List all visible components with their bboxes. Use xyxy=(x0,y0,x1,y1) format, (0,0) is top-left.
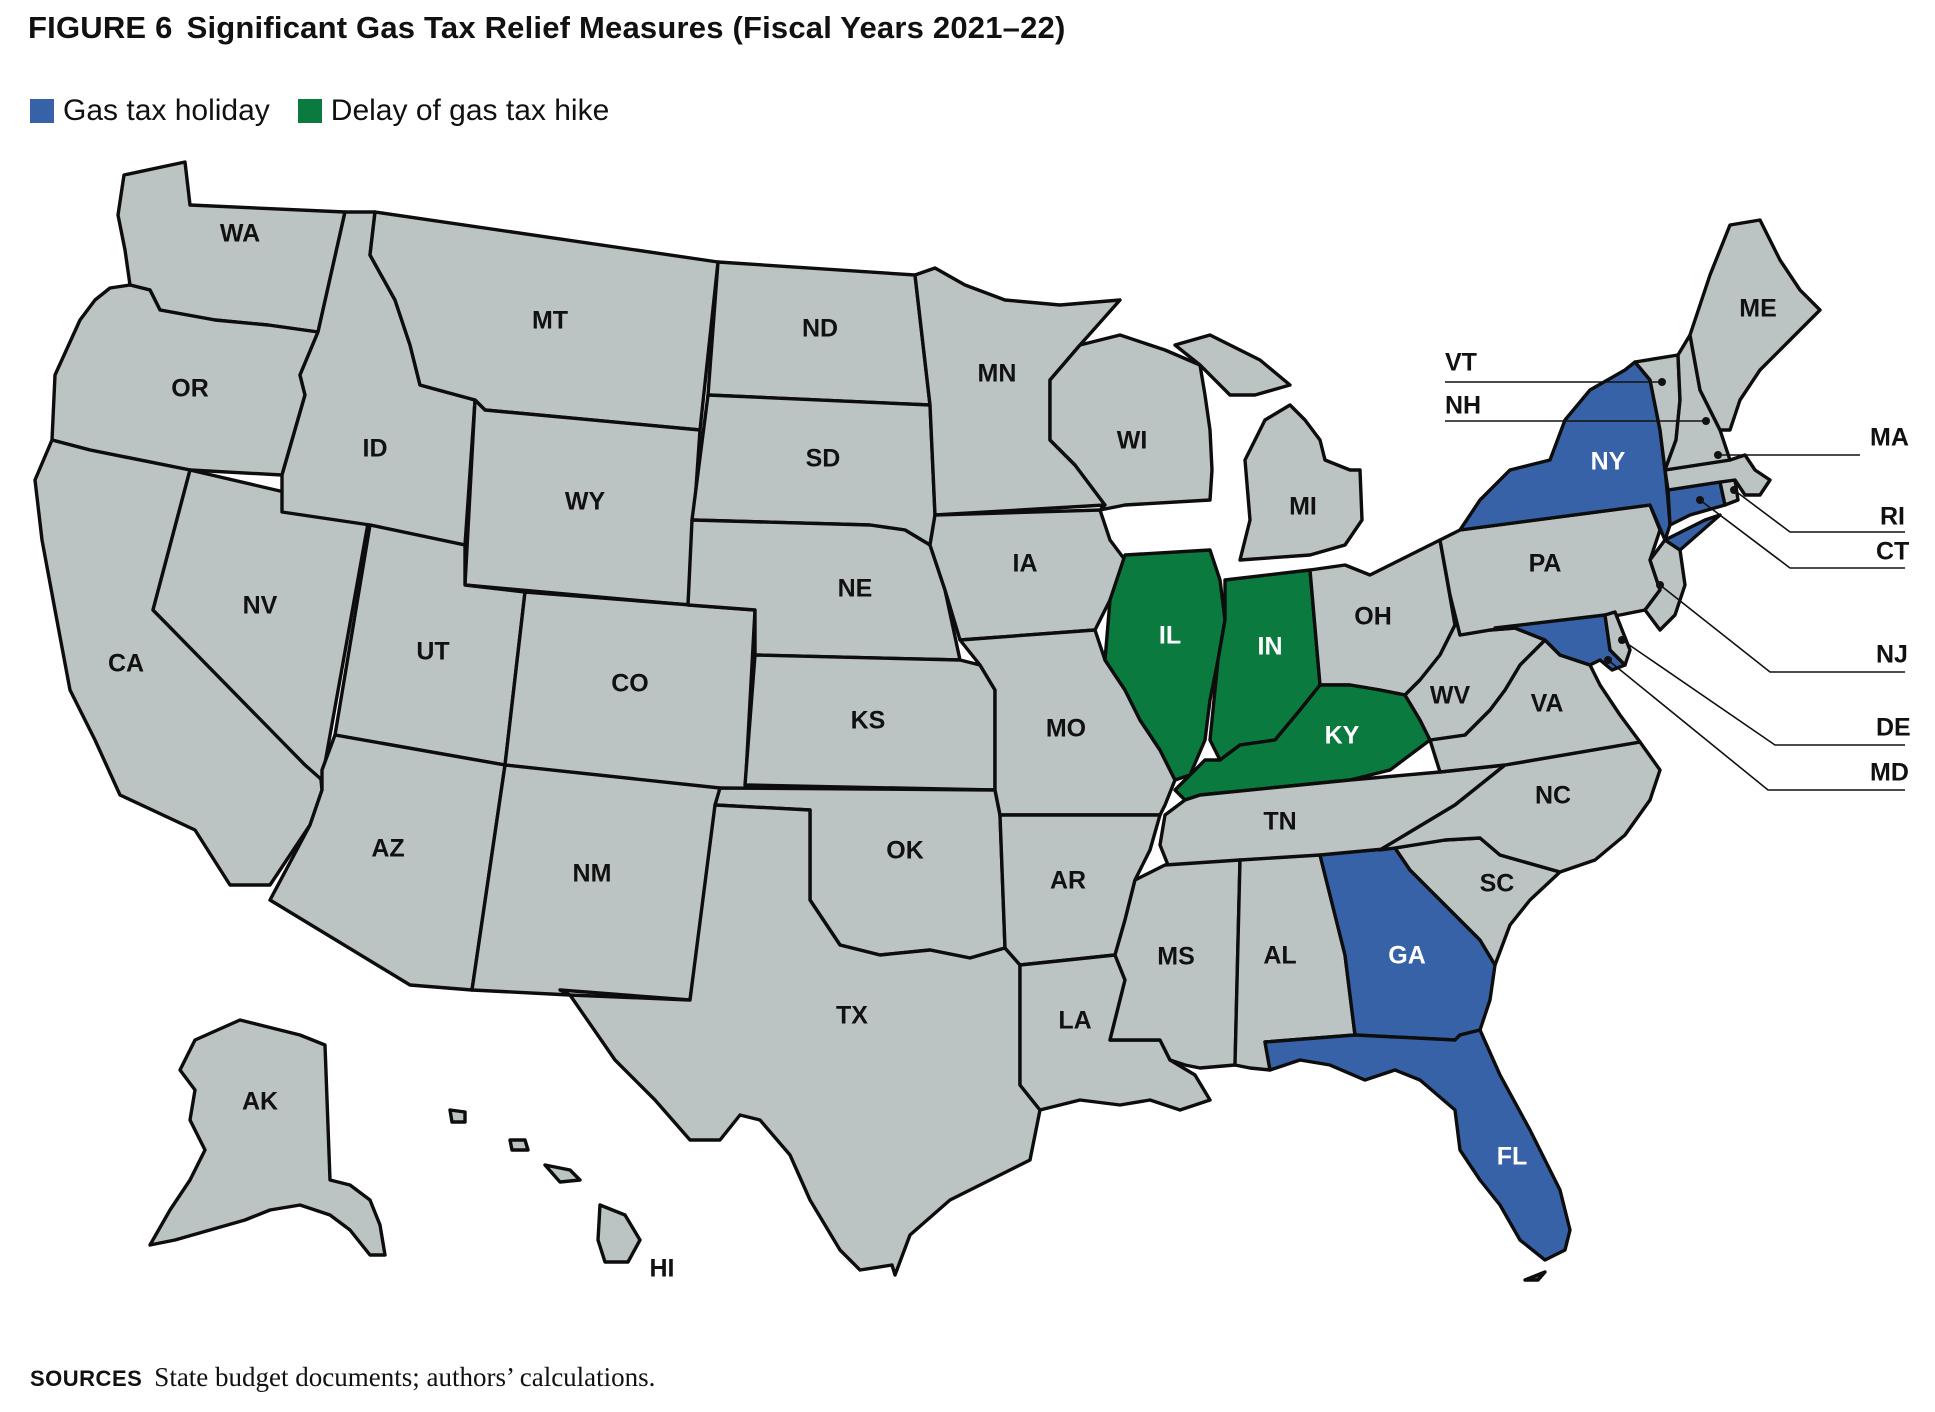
state-nc xyxy=(1378,740,1662,874)
leader-dot-nj xyxy=(1656,581,1664,589)
label-wy: WY xyxy=(565,488,606,516)
state-ak xyxy=(148,1018,387,1257)
leader-line-de xyxy=(1621,639,1905,746)
figure-title-text: Significant Gas Tax Relief Measures (Fis… xyxy=(186,10,1066,45)
label-pa: PA xyxy=(1529,550,1562,578)
label-il: IL xyxy=(1159,622,1181,650)
label-de: DE xyxy=(1876,714,1911,742)
state-ma xyxy=(1663,453,1772,497)
label-or: OR xyxy=(171,375,209,403)
label-ma: MA xyxy=(1870,424,1909,452)
leader-dot-ma xyxy=(1714,451,1722,459)
label-wv: WV xyxy=(1430,682,1471,710)
leader-dots xyxy=(1604,378,1738,664)
label-fl: FL xyxy=(1497,1143,1528,1171)
label-ky: KY xyxy=(1325,722,1360,750)
figure-title: FIGURE 6 Significant Gas Tax Relief Measu… xyxy=(28,10,1065,46)
leader-line-nj xyxy=(1659,584,1905,673)
state-ne xyxy=(686,518,962,662)
label-nm: NM xyxy=(573,860,612,888)
figure-number: FIGURE 6 xyxy=(28,10,173,45)
leader-dot-nh xyxy=(1702,417,1710,425)
state-tx xyxy=(568,803,1042,1277)
label-ok: OK xyxy=(886,837,924,865)
label-nh: NH xyxy=(1445,392,1481,420)
label-wa: WA xyxy=(220,220,260,248)
state-ia xyxy=(928,508,1127,642)
leader-dot-vt xyxy=(1658,378,1666,386)
legend-item-delay-of-gas-tax-hike: Delay of gas tax hike xyxy=(297,94,610,128)
label-mn: MN xyxy=(978,360,1017,388)
label-sd: SD xyxy=(806,445,841,473)
state-fl xyxy=(1263,1028,1572,1282)
leader-line-ct xyxy=(1699,499,1905,569)
state-wi xyxy=(1048,333,1214,512)
state-hi xyxy=(448,1108,642,1264)
label-ri: RI xyxy=(1880,503,1905,531)
state-mt xyxy=(368,210,720,432)
label-ga: GA xyxy=(1388,942,1426,970)
label-ny: NY xyxy=(1591,448,1626,476)
label-hi: HI xyxy=(650,1255,675,1283)
state-labels: WA OR CA ID NV MT WY UT AZ CO NM ND SD N… xyxy=(108,220,1911,1283)
label-in: IN xyxy=(1258,633,1283,661)
label-va: VA xyxy=(1531,690,1564,718)
label-mi: MI xyxy=(1289,493,1317,521)
label-vt: VT xyxy=(1445,349,1477,377)
label-nj: NJ xyxy=(1876,641,1908,669)
label-co: CO xyxy=(611,670,649,698)
state-de xyxy=(1603,610,1632,667)
sources-text: State budget documents; authors’ calcula… xyxy=(154,1362,656,1392)
legend-swatch-gas-tax-holiday xyxy=(30,99,54,123)
legend-swatch-delay-of-gas-tax-hike xyxy=(297,99,322,123)
label-ca: CA xyxy=(108,650,144,678)
label-ak: AK xyxy=(242,1088,278,1116)
label-ne: NE xyxy=(838,575,873,603)
leader-line-ri xyxy=(1733,489,1905,533)
state-mi xyxy=(1173,333,1364,562)
label-ia: IA xyxy=(1013,550,1038,578)
state-me xyxy=(1688,218,1822,432)
label-tx: TX xyxy=(836,1002,868,1030)
leader-dot-de xyxy=(1618,636,1626,644)
label-oh: OH xyxy=(1354,603,1392,631)
leader-lines xyxy=(1445,381,1905,791)
label-al: AL xyxy=(1263,942,1296,970)
leader-dot-ct xyxy=(1696,496,1704,504)
label-ar: AR xyxy=(1050,867,1086,895)
leader-dot-ri xyxy=(1730,486,1738,494)
label-nd: ND xyxy=(802,315,838,343)
legend-item-gas-tax-holiday: Gas tax holiday xyxy=(30,94,270,128)
label-mt: MT xyxy=(532,307,568,335)
label-mo: MO xyxy=(1046,715,1086,743)
label-id: ID xyxy=(363,435,388,463)
legend-label-gas-tax-holiday: Gas tax holiday xyxy=(63,94,270,127)
leader-line-md xyxy=(1607,659,1905,791)
label-ut: UT xyxy=(416,638,449,666)
label-ms: MS xyxy=(1157,943,1195,971)
legend-label-delay-of-gas-tax-hike: Delay of gas tax hike xyxy=(330,94,610,127)
label-la: LA xyxy=(1058,1007,1091,1035)
label-nv: NV xyxy=(243,592,278,620)
sources-label: SOURCES xyxy=(30,1366,143,1391)
label-ks: KS xyxy=(851,707,886,735)
label-wi: WI xyxy=(1117,427,1148,455)
legend: Gas tax holiday Delay of gas tax hike xyxy=(30,94,637,128)
label-sc: SC xyxy=(1480,870,1515,898)
label-az: AZ xyxy=(371,835,404,863)
label-me: ME xyxy=(1739,295,1777,323)
label-tn: TN xyxy=(1263,808,1296,836)
label-nc: NC xyxy=(1535,782,1571,810)
state-shapes xyxy=(33,160,1822,1282)
label-ct: CT xyxy=(1876,538,1909,566)
leader-dot-md xyxy=(1604,656,1612,664)
sources-note: SOURCES State budget documents; authors’ … xyxy=(30,1362,655,1393)
label-md: MD xyxy=(1870,759,1909,787)
